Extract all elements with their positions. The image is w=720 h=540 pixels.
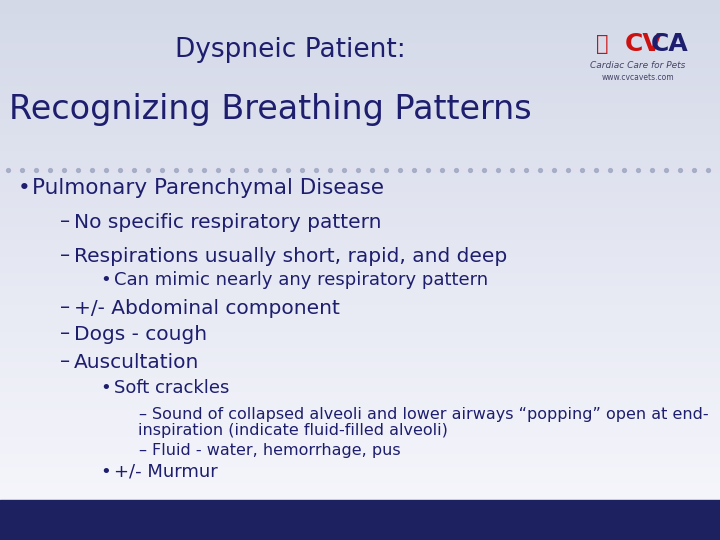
Text: Soft crackles: Soft crackles: [114, 379, 230, 397]
Text: –: –: [60, 213, 70, 232]
Text: 🐾: 🐾: [595, 34, 608, 54]
Text: –: –: [60, 353, 70, 372]
Text: No specific respiratory pattern: No specific respiratory pattern: [74, 213, 382, 232]
Text: Sound of collapsed alveoli and lower airways “popping” open at end-: Sound of collapsed alveoli and lower air…: [152, 407, 708, 422]
Text: •: •: [100, 379, 111, 397]
Text: Pulmonary Parenchymal Disease: Pulmonary Parenchymal Disease: [32, 178, 384, 198]
Text: CV: CV: [625, 32, 662, 56]
Text: Can mimic nearly any respiratory pattern: Can mimic nearly any respiratory pattern: [114, 271, 488, 289]
Text: –: –: [138, 442, 146, 457]
Text: inspiration (indicate fluid-filled alveoli): inspiration (indicate fluid-filled alveo…: [138, 423, 448, 438]
Text: Fluid - water, hemorrhage, pus: Fluid - water, hemorrhage, pus: [152, 442, 400, 457]
Text: •: •: [18, 178, 31, 198]
Text: •: •: [100, 271, 111, 289]
Text: Cardiac Care for Pets: Cardiac Care for Pets: [590, 62, 685, 71]
Text: –: –: [138, 407, 146, 422]
Text: +/- Murmur: +/- Murmur: [114, 463, 217, 481]
Text: CA: CA: [651, 32, 689, 56]
Text: Respirations usually short, rapid, and deep: Respirations usually short, rapid, and d…: [74, 246, 508, 266]
Text: –: –: [60, 246, 70, 266]
Text: –: –: [60, 325, 70, 343]
Text: +/- Abdominal component: +/- Abdominal component: [74, 299, 340, 318]
Text: Dogs - cough: Dogs - cough: [74, 325, 207, 343]
Text: –: –: [60, 299, 70, 318]
Text: www.cvcavets.com: www.cvcavets.com: [602, 72, 675, 82]
Text: •: •: [100, 463, 111, 481]
Text: Auscultation: Auscultation: [74, 353, 199, 372]
Text: Recognizing Breathing Patterns: Recognizing Breathing Patterns: [9, 93, 531, 126]
Text: Dyspneic Patient:: Dyspneic Patient:: [175, 37, 405, 63]
